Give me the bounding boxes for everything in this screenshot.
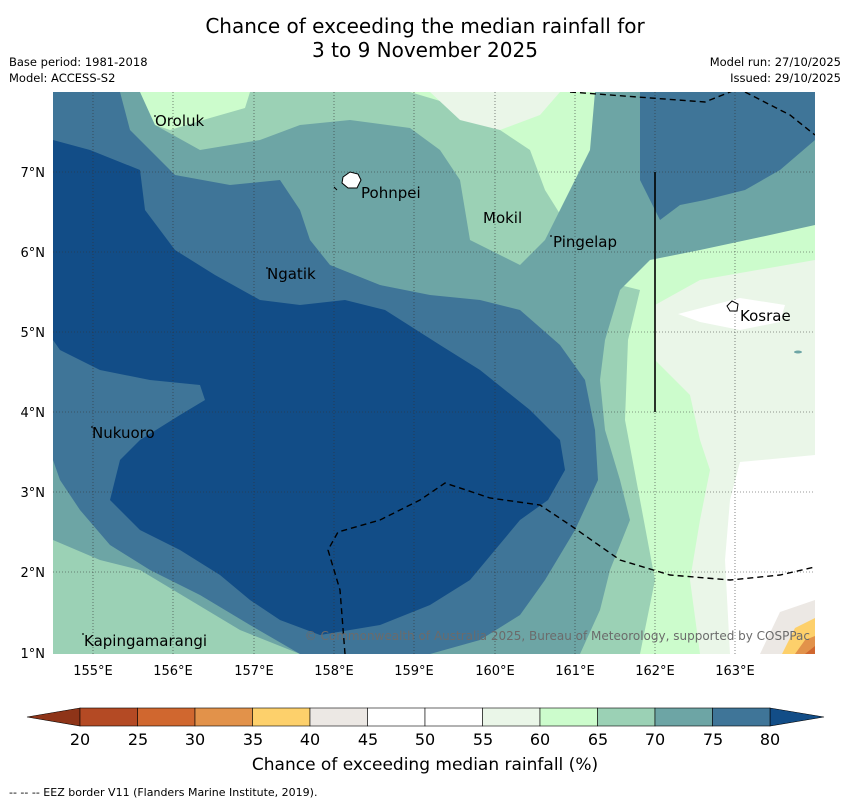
contour-above-80	[53, 140, 565, 635]
issued-date: Issued: 29/10/2025	[730, 71, 841, 85]
lon-tick: 157°E	[234, 664, 274, 679]
meta-left: Base period: 1981-2018 Model: ACCESS-S2	[9, 54, 148, 86]
colorbar-cell	[482, 707, 541, 727]
lat-tick: 2°N	[21, 566, 46, 581]
lat-tick: 3°N	[21, 486, 46, 501]
place-label-oroluk: Oroluk	[155, 112, 204, 130]
colorbar-cell	[194, 707, 253, 727]
contour-white-kosrae	[678, 298, 785, 330]
model-name: Model: ACCESS-S2	[9, 71, 116, 85]
colorbar-cell	[654, 707, 713, 727]
island-mark	[333, 186, 338, 191]
colorbar-cell	[424, 707, 483, 727]
nukuoro-island-dot	[91, 426, 93, 428]
contour-white-southeast	[725, 455, 815, 654]
lon-tick: 158°E	[314, 664, 354, 679]
colorbar-tick-label: 75	[703, 730, 723, 749]
gridlines	[53, 92, 815, 654]
lon-tick: 163°E	[715, 664, 755, 679]
colorbar-tick-label: 40	[300, 730, 320, 749]
lon-tick: 161°E	[555, 664, 595, 679]
place-label-pingelap: Pingelap	[553, 233, 617, 251]
colorbar-cell	[712, 707, 771, 727]
lon-tick: 162°E	[635, 664, 675, 679]
contour-75-80-northeast	[640, 92, 815, 220]
base-period: Base period: 1981-2018	[9, 55, 148, 69]
contour-layers	[53, 92, 815, 654]
colorbar-cell	[309, 707, 368, 727]
colorbar-cell	[539, 707, 598, 727]
meta-right: Model run: 27/10/2025 Issued: 29/10/2025	[710, 54, 841, 86]
pohnpei-island-outline	[341, 171, 362, 189]
oroluk-island-dot	[154, 115, 156, 117]
place-label-mokil: Mokil	[483, 209, 522, 227]
contour-60-65-oroluk	[140, 92, 250, 130]
colorbar-tick-label: 65	[588, 730, 608, 749]
lon-tick: 156°E	[153, 664, 193, 679]
lat-tick: 7°N	[21, 166, 46, 181]
colorbar-cell	[79, 707, 138, 727]
colorbar-low-extension	[26, 707, 81, 727]
contour-25-30	[805, 646, 815, 654]
lat-tick: 4°N	[21, 406, 46, 421]
colorbar-tick-label: 20	[70, 730, 90, 749]
ngatik-island-dot	[266, 267, 268, 269]
lon-tick: 155°E	[73, 664, 113, 679]
colorbar-title: Chance of exceeding median rainfall (%)	[251, 755, 599, 775]
copyright-note: © Commonwealth of Australia 2025, Bureau…	[305, 629, 810, 643]
place-labels: Oroluk Pohnpei Mokil Pingelap Ngatik Kos…	[84, 112, 791, 650]
title-line-1: Chance of exceeding the median rainfall …	[205, 14, 645, 38]
place-label-pohnpei: Pohnpei	[361, 184, 421, 202]
colorbar-tick-label: 80	[760, 730, 780, 749]
chart-title: Chance of exceeding the median rainfall …	[0, 14, 850, 62]
lat-tick: 1°N	[21, 647, 46, 662]
place-label-kosrae: Kosrae	[740, 307, 791, 325]
colorbar-cell	[137, 707, 196, 727]
colorbar: 20 25 30 35 40 45 50 55 60 65 70 75 80	[26, 707, 825, 749]
colorbar-tick-label: 60	[530, 730, 550, 749]
small-shoal	[794, 350, 802, 354]
colorbar-cell	[252, 707, 311, 727]
pingelap-island-dot	[550, 235, 552, 237]
eez-source-note: -- -- -- EEZ border V11 (Flanders Marine…	[9, 786, 318, 799]
place-label-kapingamarangi: Kapingamarangi	[84, 632, 207, 650]
kapingamarangi-island-dot	[82, 633, 84, 635]
lon-tick: 160°E	[475, 664, 515, 679]
colorbar-cell	[597, 707, 656, 727]
colorbar-high-extension	[769, 707, 825, 727]
colorbar-tick-label: 25	[128, 730, 148, 749]
colorbar-tick-label: 70	[645, 730, 665, 749]
eez-borders	[327, 92, 815, 654]
colorbar-tick-label: 50	[415, 730, 435, 749]
title-line-2: 3 to 9 November 2025	[312, 38, 538, 62]
colorbar-cell	[367, 707, 426, 727]
colorbar-tick-label: 30	[185, 730, 205, 749]
place-label-ngatik: Ngatik	[267, 265, 316, 283]
kosrae-island-outline	[726, 300, 739, 312]
contour-30-35	[795, 636, 815, 654]
longitude-ticks: 155°E 156°E 157°E 158°E 159°E 160°E 161°…	[73, 664, 755, 679]
colorbar-tick-label: 45	[358, 730, 378, 749]
place-label-nukuoro: Nukuoro	[92, 424, 155, 442]
colorbar-tick-label: 55	[473, 730, 493, 749]
lat-tick: 6°N	[21, 246, 46, 261]
model-run: Model run: 27/10/2025	[709, 55, 841, 69]
lat-tick: 5°N	[21, 326, 46, 341]
colorbar-tick-label: 35	[243, 730, 263, 749]
latitude-ticks: 7°N 6°N 5°N 4°N 3°N 2°N 1°N	[21, 166, 46, 662]
lon-tick: 159°E	[394, 664, 434, 679]
